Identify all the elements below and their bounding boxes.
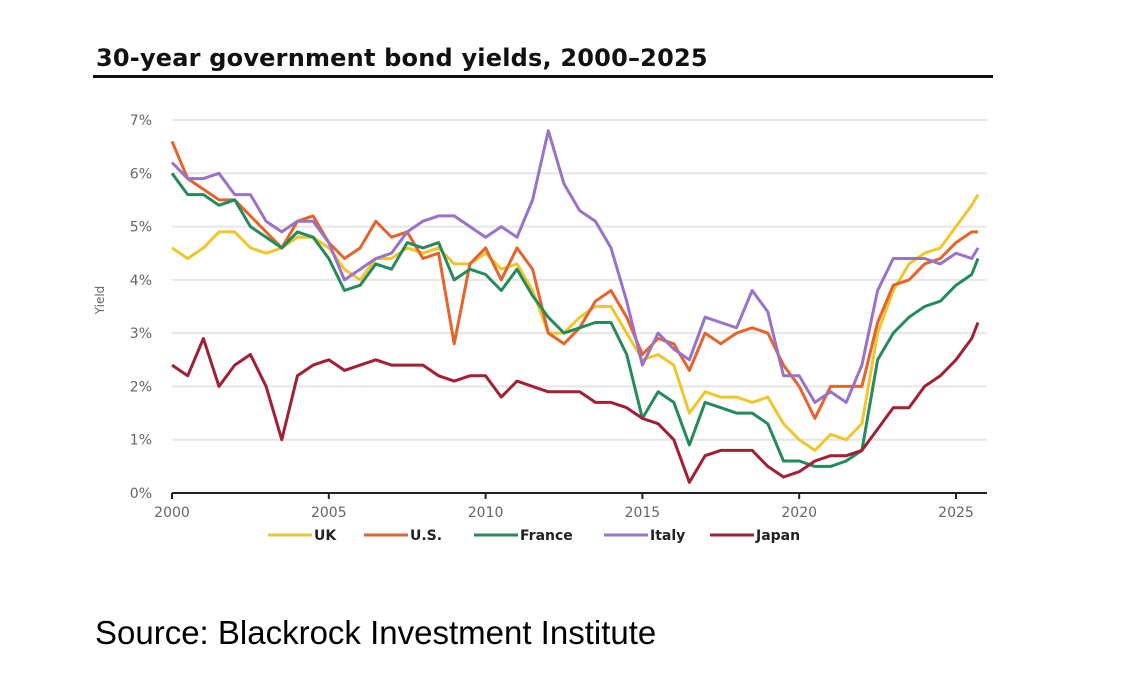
legend-label: Japan <box>755 528 800 544</box>
legend-item: France <box>474 528 573 544</box>
legend-label: UK <box>314 528 337 544</box>
y-tick-label: 0% <box>130 486 152 502</box>
y-tick-label: 2% <box>130 379 152 395</box>
legend-label: U.S. <box>410 528 442 544</box>
y-axis-label: Yield <box>93 286 107 316</box>
x-tick-label: 2010 <box>468 505 504 521</box>
source-note: Source: Blackrock Investment Institute <box>95 614 657 651</box>
y-tick-label: 4% <box>130 273 152 289</box>
x-tick-label: 2025 <box>938 505 974 521</box>
legend-item: Japan <box>710 528 800 544</box>
series-line-italy <box>170 129 980 404</box>
y-tick-label: 6% <box>130 166 152 182</box>
x-tick-label: 2020 <box>781 505 817 521</box>
chart-title: 30-year government bond yields, 2000–202… <box>96 44 708 72</box>
title-underline <box>93 75 993 78</box>
series-line-japan <box>171 321 980 484</box>
x-tick-label: 2015 <box>625 505 661 521</box>
legend-label: Italy <box>650 528 685 544</box>
y-tick-label: 1% <box>130 433 152 449</box>
y-tick-label: 5% <box>130 220 152 236</box>
y-tick-label: 7% <box>130 113 152 129</box>
legend-item: UK <box>268 528 337 544</box>
x-tick-label: 2000 <box>154 505 190 521</box>
legend-item: Italy <box>604 528 685 544</box>
series-line-france <box>170 172 980 468</box>
legend-label: France <box>520 528 573 544</box>
legend-item: U.S. <box>364 528 442 544</box>
y-tick-label: 3% <box>130 326 152 342</box>
series-line-uk <box>171 193 980 452</box>
x-tick-label: 2005 <box>311 505 347 521</box>
